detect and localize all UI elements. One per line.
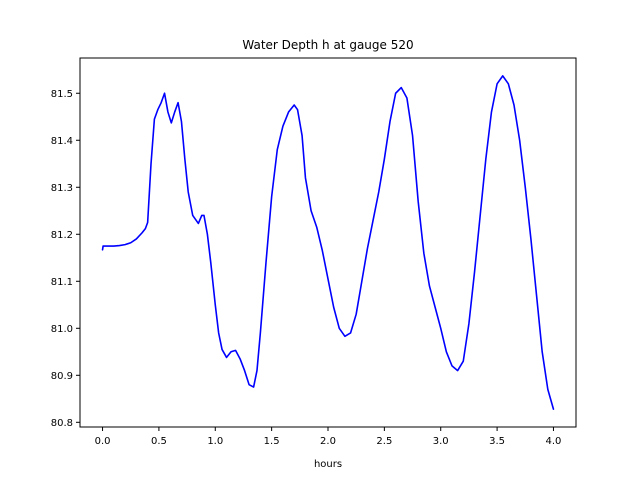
y-tick-label: 81.2 bbox=[51, 230, 73, 241]
x-axis: 0.0 0.5 1.0 1.5 2.0 2.5 3.0 3.5 4.0 bbox=[95, 427, 562, 447]
x-tick-label: 2.0 bbox=[320, 436, 336, 447]
y-tick-label: 81.0 bbox=[51, 324, 73, 335]
x-tick-label: 2.5 bbox=[376, 436, 392, 447]
plot-area bbox=[101, 75, 555, 410]
y-tick-label: 81.3 bbox=[51, 183, 73, 194]
x-tick-label: 3.0 bbox=[433, 436, 449, 447]
y-axis: 80.8 80.9 81.0 81.1 81.2 81.3 81.4 81.5 bbox=[51, 89, 80, 429]
x-tick-label: 3.5 bbox=[489, 436, 505, 447]
x-tick-label: 1.5 bbox=[264, 436, 280, 447]
y-tick-label: 81.4 bbox=[51, 136, 73, 147]
y-tick-label: 80.8 bbox=[51, 418, 73, 429]
x-axis-label: hours bbox=[314, 459, 342, 470]
y-tick-label: 81.5 bbox=[51, 89, 73, 100]
chart-title: Water Depth h at gauge 520 bbox=[242, 38, 413, 52]
x-tick-label: 1.0 bbox=[207, 436, 223, 447]
series-line-water-depth bbox=[101, 75, 555, 410]
plot-frame bbox=[79, 57, 577, 428]
x-tick-label: 4.0 bbox=[546, 436, 562, 447]
x-tick-label: 0.5 bbox=[151, 436, 167, 447]
x-tick-label: 0.0 bbox=[95, 436, 111, 447]
y-tick-label: 81.1 bbox=[51, 277, 73, 288]
y-tick-label: 80.9 bbox=[51, 371, 73, 382]
